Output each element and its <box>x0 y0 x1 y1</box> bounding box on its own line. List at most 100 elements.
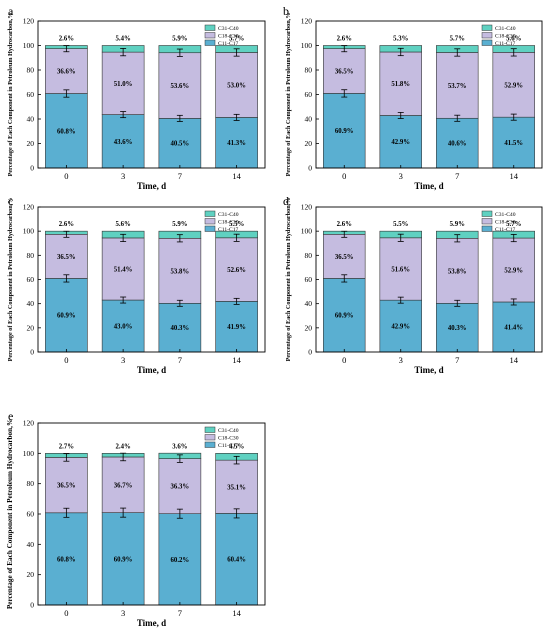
panel-label: b <box>283 4 289 18</box>
plot-frame <box>315 206 543 353</box>
data-label: 52.9% <box>504 82 523 89</box>
bar-segment-c18-c30 <box>379 51 422 116</box>
bar-segment-c18-c30 <box>379 237 422 301</box>
data-label: 60.4% <box>227 557 246 564</box>
y-tick-label: 60 <box>27 90 35 99</box>
bar-segment-c11-c17 <box>101 512 145 606</box>
data-label: 43.6% <box>114 139 133 146</box>
x-axis-title: Time, d <box>414 181 443 191</box>
legend-label: C31-C40 <box>218 26 239 32</box>
x-tick-label: 14 <box>232 355 241 365</box>
bar-segment-c11-c17 <box>215 301 258 353</box>
bar-segment-c11-c17 <box>45 512 88 606</box>
data-label: 2.7% <box>59 443 74 450</box>
bar-segment-c18-c30 <box>492 237 535 303</box>
x-tick-label: 0 <box>64 355 68 365</box>
y-tick-label: 120 <box>23 17 35 26</box>
data-label: 2.6% <box>337 221 352 228</box>
legend-label: C11-C17 <box>218 443 239 449</box>
data-label: 52.9% <box>504 268 523 275</box>
panel-label: e <box>8 409 13 423</box>
data-label: 5.6% <box>506 36 521 43</box>
y-tick-label: 80 <box>305 66 313 75</box>
data-label: 52.6% <box>227 267 246 274</box>
plot-frame <box>37 206 266 353</box>
plot-frame <box>37 422 266 606</box>
x-tick-label: 0 <box>342 171 346 181</box>
data-label: 41.5% <box>504 140 523 147</box>
y-tick-label: 40 <box>27 540 35 549</box>
panel-label: d <box>283 194 289 208</box>
data-label: 51.4% <box>114 266 133 273</box>
legend-swatch <box>204 434 216 441</box>
legend-swatch <box>481 32 493 39</box>
x-axis-title: Time, d <box>414 365 443 375</box>
bar-segment-c11-c17 <box>323 278 366 353</box>
plot-frame <box>315 20 543 169</box>
y-tick-label: 120 <box>301 17 313 26</box>
bar-segment-c11-c17 <box>158 513 202 606</box>
y-tick-label: 120 <box>23 419 35 428</box>
data-label: 40.3% <box>448 325 467 332</box>
legend-swatch <box>204 441 216 448</box>
data-label: 60.9% <box>335 128 354 135</box>
data-label: 36.5% <box>57 254 76 261</box>
bar-segment-c18-c30 <box>323 48 366 94</box>
y-axis-title: Percentage of Each Component in Petroleu… <box>7 13 14 177</box>
legend-label: C11-C17 <box>495 41 516 47</box>
x-tick-label: 0 <box>64 171 68 181</box>
x-tick-label: 7 <box>178 608 182 618</box>
x-tick-label: 7 <box>178 355 182 365</box>
bar-segment-c11-c17 <box>323 93 366 169</box>
y-axis-title: Percentage of Each Component in Petroleu… <box>7 198 14 362</box>
x-tick-label: 3 <box>399 171 403 181</box>
data-label: 36.7% <box>114 482 133 489</box>
x-tick-label: 0 <box>64 608 68 618</box>
x-tick-label: 14 <box>510 355 519 365</box>
data-label: 41.4% <box>504 324 523 331</box>
y-tick-label: 60 <box>27 275 35 284</box>
data-label: 53.8% <box>448 268 467 275</box>
data-label: 5.7% <box>506 221 521 228</box>
bar-segment-c18-c30 <box>45 48 88 94</box>
data-label: 36.5% <box>57 483 76 490</box>
data-label: 51.0% <box>114 81 133 88</box>
x-tick-label: 3 <box>399 355 403 365</box>
data-label: 41.9% <box>227 324 246 331</box>
bar-segment-c18-c30 <box>45 457 88 514</box>
x-axis-title: Time, d <box>137 618 166 628</box>
bar-segment-c11-c17 <box>215 513 258 606</box>
y-tick-label: 80 <box>305 251 313 260</box>
legend-label: C18-C30 <box>495 220 516 226</box>
y-tick-label: 60 <box>305 90 313 99</box>
legend-label: C31-C40 <box>218 428 239 434</box>
x-axis-title: Time, d <box>137 365 166 375</box>
x-axis-title: Time, d <box>137 181 166 191</box>
data-label: 36.5% <box>335 69 354 76</box>
plot-frame <box>37 20 266 169</box>
legend-swatch <box>481 210 493 217</box>
panel-label: c <box>8 194 13 208</box>
data-label: 36.6% <box>57 69 76 76</box>
data-label: 36.5% <box>335 254 354 261</box>
bar-segment-c11-c17 <box>215 117 258 169</box>
data-label: 5.4% <box>115 36 130 43</box>
legend-swatch <box>481 39 493 46</box>
data-label: 5.9% <box>450 221 465 228</box>
y-tick-label: 80 <box>27 479 35 488</box>
bar-segment-c18-c30 <box>158 237 202 304</box>
y-tick-label: 20 <box>27 570 35 579</box>
y-tick-label: 100 <box>301 227 313 236</box>
bar-segment-c18-c30 <box>323 234 366 279</box>
y-tick-label: 40 <box>305 115 313 124</box>
legend-label: C31-C40 <box>495 212 516 218</box>
y-tick-label: 20 <box>305 323 313 332</box>
x-tick-label: 7 <box>178 171 182 181</box>
y-tick-label: 0 <box>308 348 312 357</box>
data-label: 41.3% <box>227 140 246 147</box>
x-tick-label: 7 <box>455 171 459 181</box>
bar-segment-c18-c30 <box>101 51 145 115</box>
y-tick-label: 120 <box>23 203 35 212</box>
